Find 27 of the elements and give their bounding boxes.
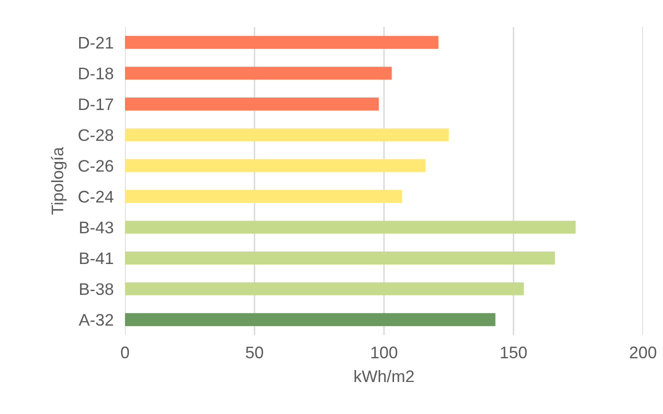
- bar: [125, 128, 449, 142]
- x-tick-label: 200: [630, 346, 656, 358]
- bar: [125, 159, 426, 172]
- x-tick-label: 150: [500, 346, 527, 358]
- y-tick-label: B-43: [80, 222, 114, 234]
- y-tick-label: C-26: [78, 160, 114, 172]
- y-tick-label: A-32: [78, 314, 114, 326]
- bar: [125, 66, 392, 80]
- y-tick-label: D-18: [79, 68, 114, 80]
- y-tick-label: B-41: [80, 252, 114, 264]
- y-tick-label: C-28: [78, 129, 114, 142]
- bar: [125, 190, 402, 203]
- bar: [125, 98, 379, 110]
- y-tick-label: D-17: [79, 98, 114, 110]
- bar: [125, 36, 438, 49]
- y-tick-label: B-38: [80, 283, 114, 296]
- bar: [125, 313, 496, 326]
- x-tick-label: 0: [121, 346, 129, 358]
- bar: [125, 252, 555, 264]
- x-axis-title: kWh/m2: [354, 370, 414, 382]
- x-tick-label: 100: [371, 346, 398, 358]
- y-axis-title: Tipología: [50, 147, 67, 215]
- x-tick-label: 50: [246, 346, 264, 358]
- bar: [125, 282, 524, 296]
- y-tick-label: C-24: [78, 190, 114, 203]
- bar: [125, 220, 576, 234]
- y-tick-label: D-21: [79, 36, 114, 48]
